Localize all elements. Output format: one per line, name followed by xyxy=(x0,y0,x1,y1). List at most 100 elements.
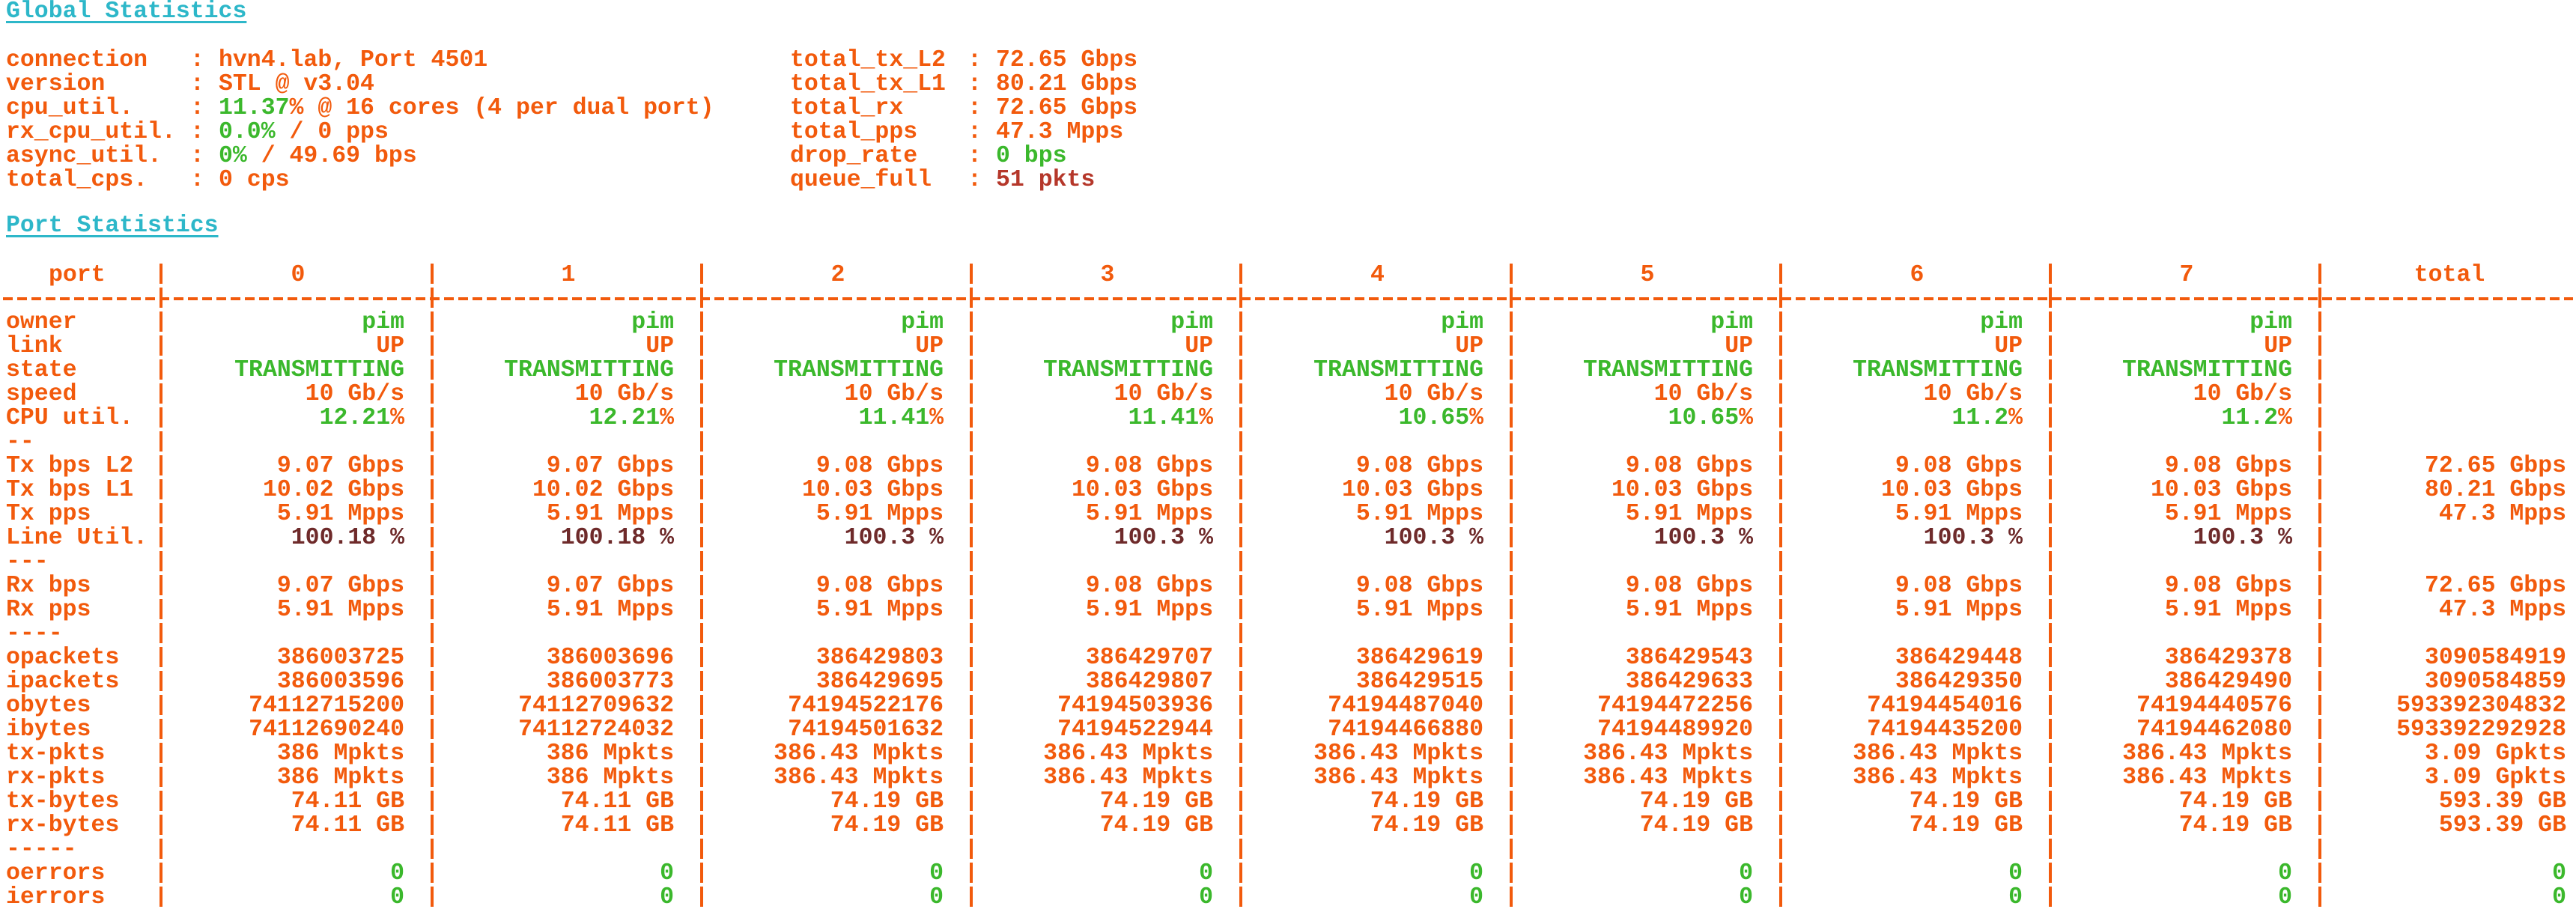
percent-sign: % xyxy=(660,405,674,431)
cell-port-7: 9.08 Gbps xyxy=(2164,573,2292,599)
stat-value-part: STL @ v3.04 xyxy=(219,71,374,97)
cell-port-4: 9.08 Gbps xyxy=(1355,453,1483,479)
cell-port-2: 386429695 xyxy=(815,669,944,695)
stat-colon: : xyxy=(967,47,982,73)
header-port-3: 3 xyxy=(1100,262,1115,288)
cell-port-6: pim xyxy=(1980,309,2023,335)
column-separator xyxy=(431,264,434,911)
cell-port-6: 10.03 Gbps xyxy=(1880,477,2023,503)
cell-port-4: 10.65% xyxy=(1399,407,1483,431)
cell-port-2: 9.08 Gbps xyxy=(815,453,944,479)
cell-port-6: 0 xyxy=(2008,884,2023,911)
cell-port-6: TRANSMITTING xyxy=(1853,357,2023,383)
column-separator xyxy=(1510,264,1513,911)
cell-port-1: 9.07 Gbps xyxy=(546,573,674,599)
cell-total: 47.3 Mpps xyxy=(2438,501,2566,527)
header-port-7: 7 xyxy=(2179,262,2194,288)
cell-port-5: 0 xyxy=(1739,884,1753,911)
cell-port-1: 5.91 Mpps xyxy=(546,597,674,623)
cell-port-7: 0 xyxy=(2278,884,2292,911)
cell-port-0: 74.11 GB xyxy=(291,812,404,839)
stat-value: 47.3 Mpps xyxy=(996,121,1123,145)
cell-port-5: 386.43 Mpkts xyxy=(1583,764,1753,791)
cell-port-5: 5.91 Mpps xyxy=(1625,597,1753,623)
cell-total: 593.39 GB xyxy=(2438,812,2566,839)
stat-key: total_tx_L2 xyxy=(790,47,946,73)
cell-port-3: 10.03 Gbps xyxy=(1071,477,1213,503)
cell-port-2: 10.03 Gbps xyxy=(801,477,944,503)
cell-port-2: 74.19 GB xyxy=(830,788,944,815)
header-port-total: total xyxy=(2414,262,2485,288)
cell-port-6: 9.08 Gbps xyxy=(1895,453,2023,479)
cell-port-0: 12.21% xyxy=(320,407,404,431)
cell-port-3: 386.43 Mpkts xyxy=(1043,741,1213,767)
cell-port-1: pim xyxy=(631,309,674,335)
cell-port-0: 386 Mpkts xyxy=(276,741,404,767)
cell-port-4: 74194487040 xyxy=(1328,693,1483,719)
stat-colon: : xyxy=(967,119,982,145)
cell-port-0: 5.91 Mpps xyxy=(276,501,404,527)
cell-total: 593392292928 xyxy=(2396,717,2566,743)
cell-port-3: pim xyxy=(1170,309,1213,335)
cell-port-7: 74194462080 xyxy=(2136,717,2292,743)
stat-value-part: / 49.69 bps xyxy=(246,143,417,169)
cell-port-0: 100.18 % xyxy=(291,525,404,551)
cell-port-4: 0 xyxy=(1469,860,1483,887)
cell-port-4: 74194466880 xyxy=(1328,717,1483,743)
cell-port-5: pim xyxy=(1710,309,1753,335)
cell-port-3: UP xyxy=(1185,333,1213,359)
row-label: Tx bps L1 xyxy=(6,477,134,503)
stat-value-part: 11.37 xyxy=(219,95,290,121)
cell-total: 3090584919 xyxy=(2424,645,2566,671)
stat-value-part: 0 bps xyxy=(996,143,1067,169)
cell-port-5: 100.3 % xyxy=(1653,525,1753,551)
cell-total: 3090584859 xyxy=(2424,669,2566,695)
cell-port-4: 5.91 Mpps xyxy=(1355,597,1483,623)
cell-port-3: 74.19 GB xyxy=(1099,812,1213,839)
cell-total: 593392304832 xyxy=(2396,693,2566,719)
cell-port-6: 74194454016 xyxy=(1867,693,2023,719)
row-label: ierrors xyxy=(6,884,106,911)
cell-port-0: 386003725 xyxy=(276,645,404,671)
stat-key: connection xyxy=(6,47,148,73)
cell-port-6: 74.19 GB xyxy=(1909,788,2023,815)
cell-port-6: UP xyxy=(1994,333,2023,359)
stat-value-part: 80.21 Gbps xyxy=(996,71,1138,97)
stat-value: 0.0% / 0 pps xyxy=(219,121,389,145)
stat-colon: : xyxy=(967,71,982,97)
cell-port-5: 5.91 Mpps xyxy=(1625,501,1753,527)
cell-port-3: 0 xyxy=(1199,884,1213,911)
cell-total: 80.21 Gbps xyxy=(2424,477,2566,503)
cell-port-5: 386.43 Mpkts xyxy=(1583,741,1753,767)
cpu-util-number: 11.41 xyxy=(858,405,930,431)
cell-total: 47.3 Mpps xyxy=(2438,597,2566,623)
stat-value-part: 0% xyxy=(219,143,247,169)
cell-port-4: pim xyxy=(1441,309,1483,335)
cell-port-6: 386.43 Mpkts xyxy=(1853,741,2023,767)
cpu-util-number: 11.41 xyxy=(1128,405,1200,431)
cell-port-7: 9.08 Gbps xyxy=(2164,453,2292,479)
cell-port-4: 10.03 Gbps xyxy=(1341,477,1483,503)
header-port-5: 5 xyxy=(1640,262,1655,288)
row-label: CPU util. xyxy=(6,405,134,431)
cell-port-3: 74194522944 xyxy=(1057,717,1213,743)
stat-colon: : xyxy=(190,47,204,73)
cell-total: 3.09 Gpkts xyxy=(2424,764,2566,791)
cell-port-6: 9.08 Gbps xyxy=(1895,573,2023,599)
cell-port-4: 0 xyxy=(1469,884,1483,911)
cell-port-2: 74194522176 xyxy=(788,693,944,719)
stat-value: 11.37% @ 16 cores (4 per dual port) xyxy=(219,97,714,121)
cell-port-1: 74.11 GB xyxy=(560,812,674,839)
cell-port-6: 386.43 Mpkts xyxy=(1853,764,2023,791)
cell-port-6: 74.19 GB xyxy=(1909,812,2023,839)
cell-port-7: pim xyxy=(2250,309,2292,335)
percent-sign: % xyxy=(390,405,404,431)
cell-port-1: 386003773 xyxy=(546,669,674,695)
stat-value: 0 cps xyxy=(219,168,290,192)
stat-value-part: 0 cps xyxy=(219,167,290,193)
cell-port-0: 386003596 xyxy=(276,669,404,695)
row-label: Line Util. xyxy=(6,525,148,551)
row-label: speed xyxy=(6,381,77,407)
cell-port-7: 74.19 GB xyxy=(2178,788,2292,815)
cell-port-6: 11.2% xyxy=(1951,407,2023,431)
